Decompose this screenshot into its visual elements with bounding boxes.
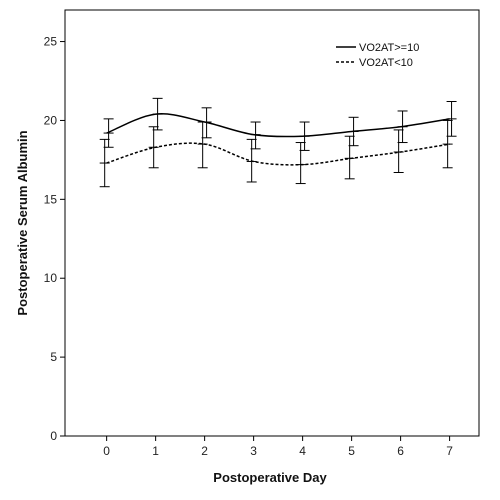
- x-tick-label-5: 5: [348, 444, 355, 458]
- x-tick-label-2: 2: [201, 444, 208, 458]
- legend-label-vo2at-low: VO2AT<10: [359, 57, 413, 69]
- x-tick-label-4: 4: [299, 444, 306, 458]
- legend-label-vo2at-high: VO2AT>=10: [359, 42, 419, 54]
- x-tick-label-0: 0: [103, 444, 110, 458]
- y-tick-label-20: 20: [44, 113, 58, 127]
- y-tick-label-25: 25: [44, 35, 58, 49]
- legend: VO2AT>=10 VO2AT<10: [336, 42, 419, 69]
- y-axis: 0 5 10 15 20 25: [44, 35, 65, 443]
- y-tick-label-0: 0: [50, 429, 57, 443]
- y-tick-label-10: 10: [44, 271, 58, 285]
- x-tick-label-3: 3: [250, 444, 257, 458]
- x-tick-label-7: 7: [446, 444, 453, 458]
- x-tick-label-6: 6: [397, 444, 404, 458]
- series-line-0: [106, 113, 450, 138]
- series-1: [99, 119, 453, 188]
- y-tick-label-15: 15: [44, 192, 58, 206]
- x-axis: 0 1 2 3 4 5 6 7: [103, 436, 453, 458]
- plot-frame: [64, 9, 480, 437]
- y-axis-title: Postoperative Serum Albumin: [15, 130, 30, 315]
- series-0: [103, 97, 457, 151]
- x-tick-label-1: 1: [152, 444, 159, 458]
- x-axis-title: Postoperative Day: [213, 470, 327, 485]
- series-line-1: [106, 142, 450, 166]
- series-layer: [99, 97, 457, 188]
- y-tick-label-5: 5: [50, 350, 57, 364]
